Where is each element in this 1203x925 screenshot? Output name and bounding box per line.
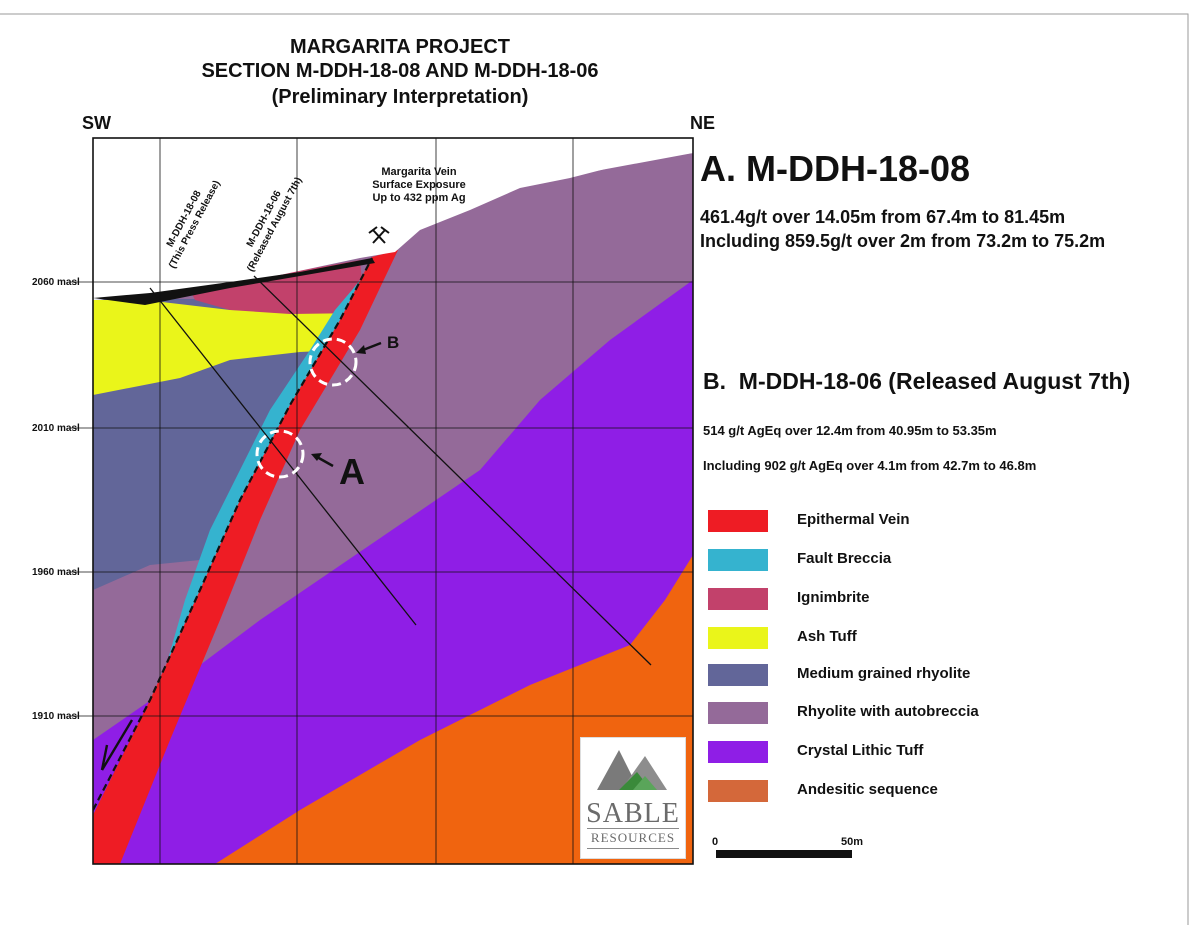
result-b-line1: 514 g/t AgEq over 12.4m from 40.95m to 5… (703, 423, 997, 438)
logo-word-sable: SABLE (586, 798, 680, 829)
legend-swatch (708, 664, 768, 686)
sky-area (93, 138, 693, 300)
legend-label: Epithermal Vein (797, 511, 910, 528)
legend-label: Rhyolite with autobreccia (797, 703, 979, 720)
legend-swatch (708, 780, 768, 802)
unit-andesitic (215, 555, 693, 864)
figure-subtitle-note: (Preliminary Interpretation) (271, 86, 529, 108)
legend-swatch (708, 549, 768, 571)
legend-swatch (708, 741, 768, 763)
elevation-label-2060: 2060 masl (32, 277, 80, 288)
section-grid (93, 138, 693, 864)
target-a-label: A (339, 451, 365, 492)
legend-label: Medium grained rhyolite (797, 665, 971, 682)
fault-movement-icon (100, 719, 134, 771)
result-b-line2: Including 902 g/t AgEq over 4.1m from 42… (703, 458, 1037, 473)
target-circle-a (255, 429, 305, 479)
legend-label: Crystal Lithic Tuff (797, 742, 924, 759)
logo-word-resources: RESOURCES (590, 830, 676, 845)
legend-swatch (708, 588, 768, 610)
fault-line (93, 257, 373, 811)
scale-start-label: 0 (712, 836, 719, 848)
sable-logo: SABLE RESOURCES (580, 737, 686, 859)
elevation-label-1910: 1910 masl (32, 711, 80, 722)
pick-hammer-icon (368, 226, 390, 244)
figure-title: MARGARITA PROJECT (290, 36, 510, 58)
surface-crust (93, 258, 375, 305)
figure-subtitle: SECTION M-DDH-18-08 AND M-DDH-18-06 (201, 60, 599, 82)
legend-label: Ignimbrite (797, 589, 870, 606)
direction-ne: NE (690, 113, 716, 133)
unit-epithermal-vein (93, 250, 398, 864)
legend-swatch (708, 510, 768, 532)
vein-note-line: Up to 432 ppm Ag (372, 192, 466, 204)
result-b-heading: B. M-DDH-18-06 (Released August 7th) (703, 368, 1131, 394)
vein-note: Margarita Vein Surface Exposure Up to 43… (360, 166, 478, 205)
drillhole-06 (253, 275, 652, 666)
direction-sw: SW (82, 113, 111, 133)
elevation-label-1960: 1960 masl (32, 567, 80, 578)
target-b-label: B (387, 333, 400, 352)
target-circle-b (308, 337, 358, 387)
unit-ignimbrite (190, 260, 365, 314)
vein-note-line: Margarita Vein (381, 166, 457, 178)
result-a-line2: Including 859.5g/t over 2m from 73.2m to… (700, 231, 1106, 251)
vein-note-line: Surface Exposure (372, 179, 466, 191)
elevation-label-2010: 2010 masl (32, 423, 80, 434)
legend-label: Fault Breccia (797, 550, 892, 567)
mountain-icon (597, 750, 667, 790)
scale-bar (716, 850, 852, 858)
arrow-a (311, 453, 334, 468)
scale-end-label: 50m (841, 836, 864, 848)
legend-swatch (708, 702, 768, 724)
arrow-b (356, 341, 382, 354)
legend-label: Ash Tuff (797, 628, 857, 645)
result-a-line1: 461.4g/t over 14.05m from 67.4m to 81.45… (700, 207, 1066, 227)
legend-swatch (708, 627, 768, 649)
logo-rule (587, 828, 679, 829)
drillhole-08 (149, 287, 417, 626)
result-a-heading: A. M-DDH-18-08 (700, 148, 971, 189)
legend-label: Andesitic sequence (797, 781, 938, 798)
logo-rule (587, 848, 679, 849)
